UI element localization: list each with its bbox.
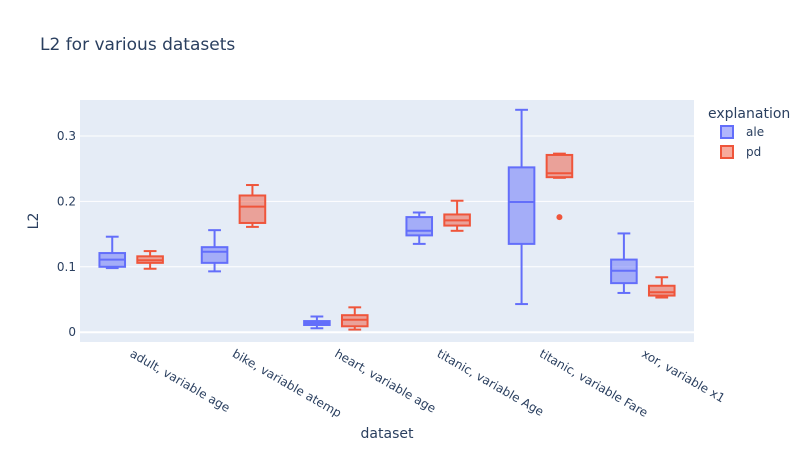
box-ale (405, 211, 434, 245)
legend-item-pd: pd (720, 145, 761, 159)
box-pd (136, 250, 164, 270)
series-pd (136, 152, 676, 331)
box-pd (443, 199, 471, 232)
y-axis-title: L2 (26, 213, 42, 230)
y-tick-labels: 0 0.1 0.2 0.3 (57, 129, 76, 339)
x-tick-label: adult, variable age (128, 346, 233, 415)
legend: explanation ale pd (708, 106, 790, 159)
outlier-point (556, 214, 563, 221)
y-tick-label: 0 (68, 325, 76, 339)
box-pd (647, 276, 676, 299)
box-iqr (200, 246, 229, 264)
series-ale (98, 108, 638, 330)
x-axis-title: dataset (361, 426, 414, 442)
box-ale (610, 232, 638, 294)
box-iqr (405, 216, 434, 237)
box-ale (507, 108, 536, 306)
box-iqr (507, 166, 536, 245)
box-pd (238, 184, 267, 228)
box-ale (303, 315, 331, 330)
gridlines (80, 135, 694, 334)
box-iqr (647, 284, 676, 297)
box-pd (340, 306, 369, 331)
legend-label: ale (746, 125, 764, 139)
chart-title: L2 for various datasets (40, 35, 235, 55)
x-tick-label: heart, variable age (332, 346, 438, 415)
box-ale (98, 235, 127, 270)
legend-item-ale: ale (720, 125, 764, 139)
x-tick-label: bike, variable atemp (230, 346, 344, 420)
box-iqr (238, 194, 267, 224)
x-tick-label: xor, variable x1 (639, 346, 727, 405)
y-tick-label: 0.1 (57, 260, 76, 274)
y-tick-label: 0.3 (57, 129, 76, 143)
legend-title: explanation (708, 106, 790, 122)
plot-area (80, 100, 694, 342)
legend-label: pd (746, 145, 761, 159)
y-tick-label: 0.2 (57, 194, 76, 208)
box-pd (545, 152, 574, 221)
legend-swatch (720, 125, 734, 139)
box-series (98, 108, 676, 331)
legend-swatch (720, 145, 734, 159)
box-ale (200, 229, 229, 273)
x-tick-label: titanic, variable Age (435, 346, 547, 418)
box-iqr (545, 153, 574, 179)
x-tick-label: titanic, variable Fare (537, 346, 650, 419)
